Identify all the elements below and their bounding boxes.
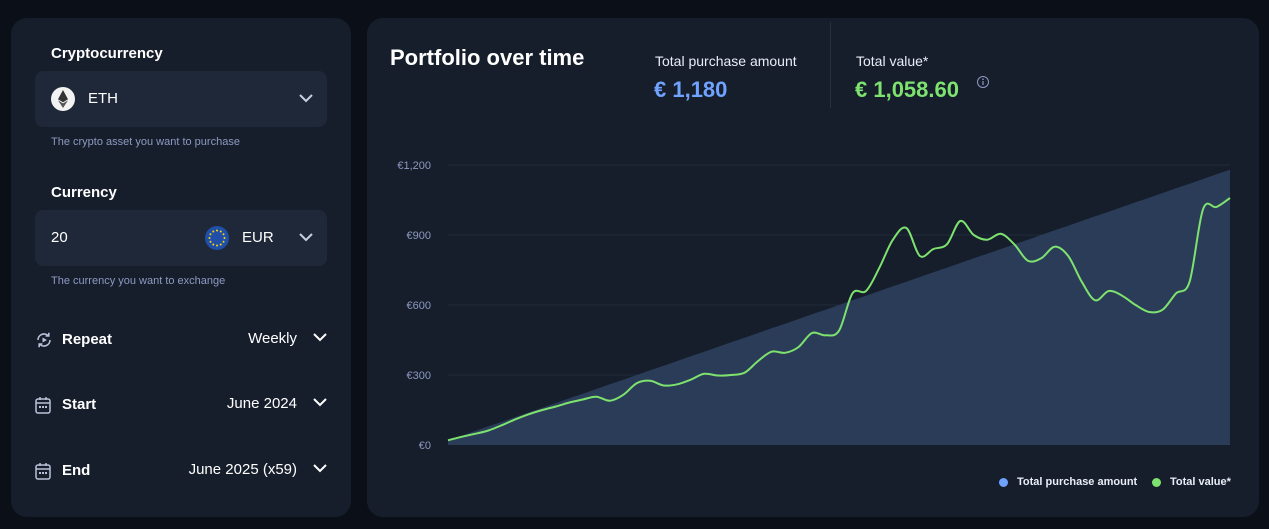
total-value-line	[447, 197, 1231, 442]
chevron-down-icon	[313, 398, 327, 407]
crypto-select[interactable]: ETH	[35, 71, 327, 127]
portfolio-chart: €0 €300 €600 €900 €1,200	[397, 160, 1231, 452]
currency-select[interactable]: 20 EUR	[35, 210, 327, 266]
start-row[interactable]: Start June 2024	[35, 392, 327, 418]
total-value-value: € 1,058.60	[855, 77, 959, 102]
currency-label: Currency	[51, 184, 117, 201]
currency-hint: The currency you want to exchange	[51, 275, 226, 287]
repeat-label: Repeat	[62, 331, 113, 348]
portfolio-panel: Portfolio over time Total purchase amoun…	[367, 18, 1259, 517]
start-value: June 2024	[226, 395, 297, 412]
crypto-value: ETH	[88, 90, 118, 107]
legend-purchase-label: Total purchase amount	[1017, 476, 1138, 488]
y-tick-label: €300	[407, 370, 431, 382]
eu-flag-icon	[205, 226, 229, 250]
stat-divider	[830, 22, 831, 108]
repeat-value: Weekly	[248, 330, 297, 347]
purchase-amount-label: Total purchase amount	[655, 53, 797, 69]
repeat-row[interactable]: Repeat Weekly	[35, 327, 327, 353]
purchase-amount-value: € 1,180	[654, 77, 728, 102]
crypto-hint: The crypto asset you want to purchase	[51, 136, 240, 148]
start-label: Start	[62, 396, 97, 413]
crypto-label: Cryptocurrency	[51, 45, 163, 62]
chevron-down-icon	[299, 94, 313, 103]
end-value: June 2025 (x59)	[188, 461, 297, 478]
y-tick-label: €900	[407, 230, 431, 242]
purchase-area	[448, 169, 1230, 445]
ethereum-icon	[51, 87, 75, 111]
calculator-panel: Cryptocurrency ETH The crypto asset you …	[11, 18, 351, 517]
currency-value: EUR	[242, 229, 274, 246]
calendar-icon	[35, 463, 51, 480]
legend-value-label: Total value*	[1170, 476, 1231, 488]
y-tick-label: €1,200	[397, 160, 431, 172]
page-title: Portfolio over time	[390, 45, 585, 70]
legend-purchase-dot	[999, 478, 1008, 487]
y-tick-label: €0	[419, 440, 431, 452]
repeat-icon	[37, 332, 51, 348]
calendar-icon	[35, 397, 51, 414]
legend-value-dot	[1152, 478, 1161, 487]
chevron-down-icon	[299, 233, 313, 242]
total-value-label: Total value*	[856, 53, 929, 69]
amount-input[interactable]: 20	[51, 229, 68, 246]
end-label: End	[62, 462, 91, 479]
chevron-down-icon	[313, 464, 327, 473]
info-icon[interactable]	[976, 75, 990, 89]
chevron-down-icon	[313, 333, 327, 342]
end-row[interactable]: End June 2025 (x59)	[35, 458, 327, 484]
y-tick-label: €600	[407, 300, 431, 312]
